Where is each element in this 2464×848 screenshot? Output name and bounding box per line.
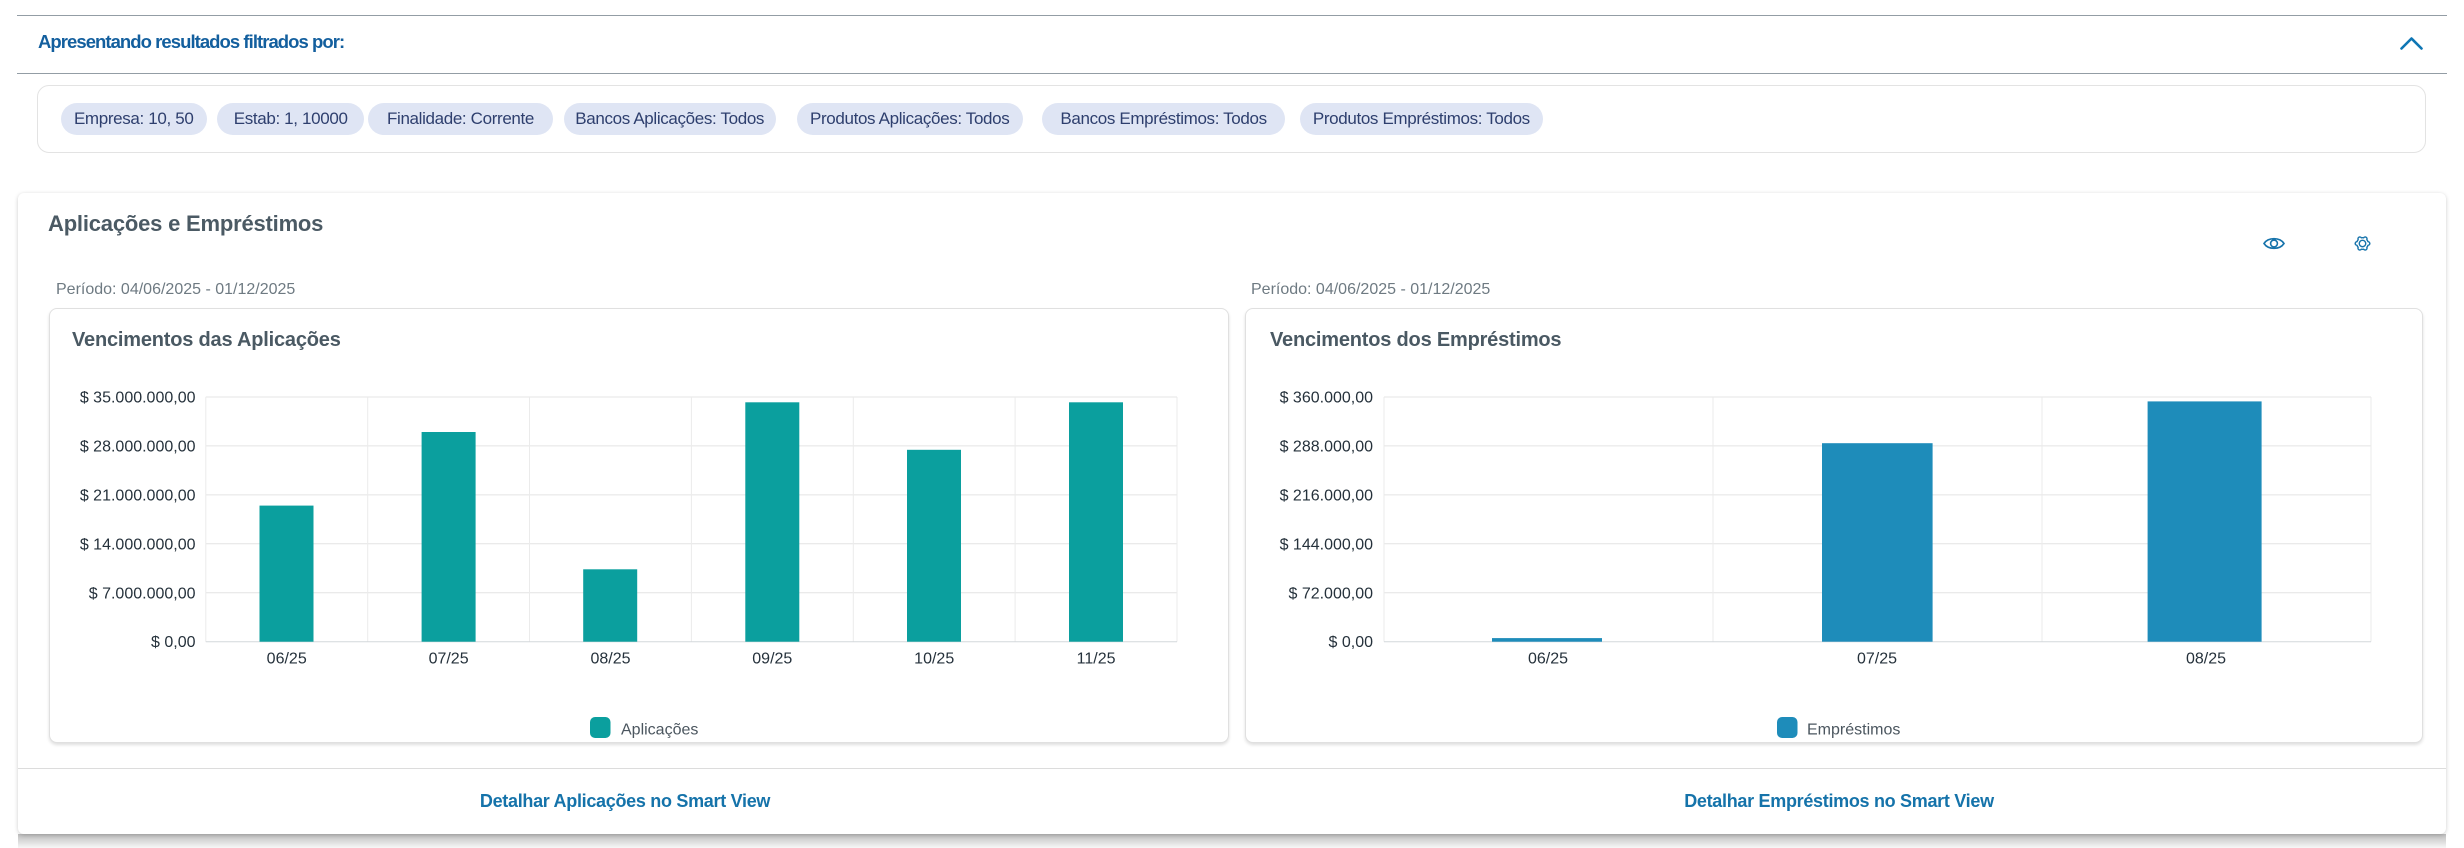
svg-text:06/25: 06/25 — [1528, 651, 1568, 668]
svg-text:10/25: 10/25 — [914, 651, 954, 668]
svg-text:$ 21.000.000,00: $ 21.000.000,00 — [80, 487, 196, 504]
svg-text:$ 14.000.000,00: $ 14.000.000,00 — [80, 536, 196, 553]
svg-text:$ 216.000,00: $ 216.000,00 — [1280, 487, 1374, 504]
svg-text:$ 72.000,00: $ 72.000,00 — [1288, 585, 1373, 602]
svg-text:11/25: 11/25 — [1077, 651, 1116, 668]
svg-text:06/25: 06/25 — [267, 651, 307, 668]
svg-text:$ 288.000,00: $ 288.000,00 — [1280, 438, 1374, 455]
svg-text:09/25: 09/25 — [752, 651, 792, 668]
svg-text:$ 0,00: $ 0,00 — [151, 634, 196, 651]
svg-text:08/25: 08/25 — [590, 651, 630, 668]
svg-text:$ 7.000.000,00: $ 7.000.000,00 — [89, 585, 196, 602]
svg-text:08/25: 08/25 — [2186, 651, 2226, 668]
svg-text:07/25: 07/25 — [1857, 651, 1897, 668]
svg-text:Vencimentos das Aplicações: Vencimentos das Aplicações — [72, 329, 341, 351]
svg-text:Aplicações: Aplicações — [621, 721, 698, 738]
svg-text:Empréstimos: Empréstimos — [1807, 721, 1900, 738]
svg-text:$ 360.000,00: $ 360.000,00 — [1280, 390, 1374, 407]
svg-text:$ 144.000,00: $ 144.000,00 — [1280, 536, 1374, 553]
svg-text:$ 35.000.000,00: $ 35.000.000,00 — [80, 390, 196, 407]
svg-text:$ 28.000.000,00: $ 28.000.000,00 — [80, 438, 196, 455]
svg-text:$ 0,00: $ 0,00 — [1329, 634, 1374, 651]
svg-text:Vencimentos dos Empréstimos: Vencimentos dos Empréstimos — [1270, 329, 1561, 351]
svg-text:07/25: 07/25 — [429, 651, 469, 668]
